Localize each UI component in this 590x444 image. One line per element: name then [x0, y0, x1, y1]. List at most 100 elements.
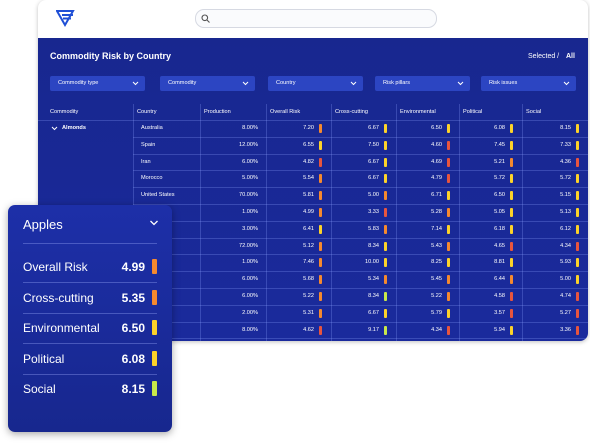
risk-indicator: [447, 140, 450, 150]
card-divider: [23, 282, 157, 283]
risk-indicator: [384, 224, 387, 234]
risk-indicator: [319, 224, 322, 234]
app-window: Commodity Risk by Country Selected / All Co…: [38, 0, 588, 341]
risk-indicator: [384, 325, 387, 335]
selected-label: Selected /: [528, 53, 560, 60]
card-divider: [23, 343, 157, 344]
risk-indicator: [576, 157, 579, 167]
score-value: 9.17: [368, 326, 379, 333]
score-value: 5.21: [494, 158, 505, 165]
risk-indicator: [447, 124, 450, 133]
row-divider: [133, 288, 588, 289]
score-value: 5.00: [368, 192, 379, 199]
search-bar[interactable]: [195, 9, 437, 28]
chevron[interactable]: [149, 219, 159, 227]
production-value: 5.00%: [242, 175, 258, 182]
production-value: 72.00%: [239, 242, 258, 249]
risk-indicator: [384, 140, 387, 150]
risk-indicator: [510, 292, 513, 301]
filter-dropdown[interactable]: Risk pillars: [375, 76, 470, 91]
risk-indicator: [510, 140, 513, 150]
chevron: [457, 81, 464, 86]
country-name: United States: [141, 192, 175, 199]
column-divider: [459, 104, 460, 341]
score-value: 6.41: [303, 225, 314, 232]
risk-indicator: [319, 241, 322, 251]
production-value: 70.00%: [239, 192, 258, 199]
risk-indicator: [319, 325, 322, 335]
logo: [56, 10, 75, 27]
search-icon: [201, 14, 210, 23]
risk-label: Environmental: [23, 321, 100, 335]
score-value: 5.81: [303, 192, 314, 199]
risk-indicator: [576, 140, 579, 150]
risk-indicator: [319, 174, 322, 184]
score-value: 10.00: [365, 259, 379, 266]
risk-indicator: [319, 208, 322, 217]
score-value: 5.54: [303, 175, 314, 182]
score-value: 7.20: [303, 125, 314, 131]
production-value: 1.00%: [242, 209, 258, 215]
score-value: 5.15: [560, 192, 571, 199]
card-divider: [23, 312, 157, 314]
filter-dropdown[interactable]: Risk issues: [481, 76, 576, 91]
risk-indicator: [152, 350, 157, 366]
row-divider: [133, 220, 588, 222]
all-label: All: [566, 53, 575, 60]
score-value: 5.12: [303, 242, 314, 249]
card-divider: [23, 373, 157, 375]
score-value: 6.67: [368, 125, 379, 131]
filter-dropdown[interactable]: Country: [268, 76, 363, 91]
risk-indicator: [384, 174, 387, 184]
filter-dropdown[interactable]: Commodity: [160, 76, 255, 91]
score-value: 5.79: [431, 309, 442, 316]
score-value: 5.28: [431, 209, 442, 215]
score-value: 7.14: [431, 225, 442, 232]
production-value: 3.00%: [242, 225, 258, 232]
row-divider: [133, 204, 588, 205]
risk-indicator: [510, 208, 513, 217]
score-value: 6.44: [494, 276, 505, 283]
row-divider: [133, 304, 588, 306]
filter-dropdown[interactable]: Commodity type: [50, 76, 145, 91]
column-divider: [522, 104, 523, 341]
country-name: Iran: [141, 158, 151, 165]
risk-indicator: [384, 275, 387, 285]
production-value: 1.00%: [242, 259, 258, 266]
score-value: 8.81: [494, 259, 505, 266]
risk-indicator: [384, 241, 387, 251]
score-value: 4.60: [431, 141, 442, 148]
row-divider: [133, 271, 588, 273]
score-value: 5.05: [494, 209, 505, 215]
risk-indicator: [319, 292, 322, 301]
chevron: [563, 81, 570, 86]
column-header: Country: [137, 109, 157, 115]
column-header: Production: [204, 109, 231, 115]
risk-label: Political: [23, 351, 65, 366]
risk-indicator: [576, 208, 579, 217]
score-value: 4.36: [560, 158, 571, 165]
score-value: 8.25: [431, 259, 442, 266]
filter-label: Commodity type: [58, 80, 99, 86]
column-divider: [331, 104, 332, 341]
score-value: 5.00: [560, 276, 571, 283]
score-value: 4.99: [303, 209, 314, 215]
score-value: 5.68: [303, 276, 314, 283]
production-value: 12.00%: [239, 141, 258, 148]
risk-indicator: [447, 258, 450, 268]
risk-indicator: [384, 258, 387, 268]
score-value: 7.50: [368, 141, 379, 148]
risk-indicator: [152, 320, 157, 335]
risk-indicator: [319, 124, 322, 133]
production-value: 8.00%: [242, 125, 258, 131]
risk-indicator: [510, 325, 513, 335]
risk-indicator: [447, 157, 450, 167]
risk-indicator: [447, 292, 450, 301]
chevron: [242, 81, 249, 86]
column-header: Overall Risk: [270, 109, 301, 115]
risk-indicator: [384, 191, 387, 201]
score-value: 6.71: [431, 192, 442, 199]
score-value: 5.93: [560, 259, 571, 266]
score-value: 6.67: [368, 309, 379, 316]
score-value: 5.27: [560, 309, 571, 316]
